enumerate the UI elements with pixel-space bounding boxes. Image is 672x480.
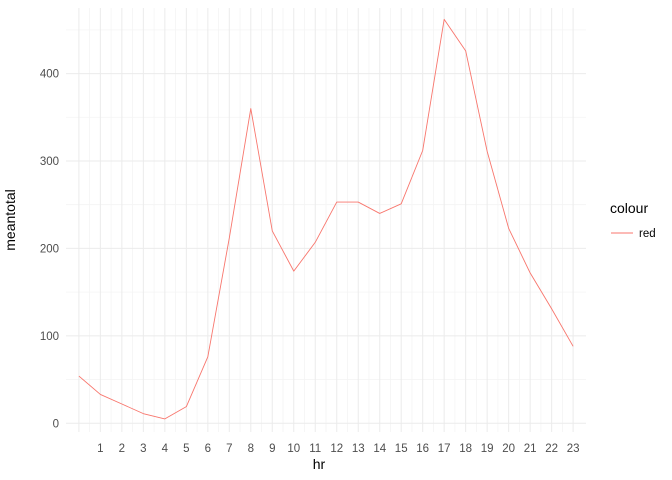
x-tick-label: 10 xyxy=(287,443,300,455)
y-axis-ticks: 0 100 200 300 400 xyxy=(40,69,59,431)
x-tick-label: 4 xyxy=(162,443,169,455)
x-axis-title: hr xyxy=(313,456,326,472)
x-tick-label: 2 xyxy=(119,443,125,455)
x-tick-label: 15 xyxy=(395,443,408,455)
y-tick-label: 400 xyxy=(40,69,59,81)
x-tick-label: 9 xyxy=(269,443,275,455)
grid xyxy=(66,8,586,432)
x-tick-label: 16 xyxy=(416,443,429,455)
y-tick-label: 100 xyxy=(40,331,59,343)
x-tick-label: 13 xyxy=(352,443,365,455)
x-tick-label: 8 xyxy=(248,443,254,455)
x-tick-label: 18 xyxy=(459,443,472,455)
series-line-red xyxy=(78,18,574,420)
x-tick-label: 12 xyxy=(330,443,343,455)
x-tick-label: 5 xyxy=(183,443,189,455)
series-layer xyxy=(78,18,574,420)
x-tick-label: 6 xyxy=(205,443,211,455)
y-tick-label: 0 xyxy=(53,418,59,430)
legend-title: colour xyxy=(610,200,648,216)
x-tick-label: 20 xyxy=(502,443,515,455)
x-tick-label: 3 xyxy=(140,443,146,455)
legend-label-red: red xyxy=(639,228,656,240)
x-tick-label: 14 xyxy=(373,443,386,455)
x-tick-label: 22 xyxy=(545,443,558,455)
x-tick-label: 21 xyxy=(524,443,537,455)
x-tick-label: 7 xyxy=(226,443,232,455)
x-tick-label: 1 xyxy=(97,443,103,455)
y-axis-title: meantotal xyxy=(2,189,18,250)
x-tick-label: 11 xyxy=(309,443,321,455)
x-tick-label: 17 xyxy=(438,443,451,455)
x-axis-ticks: 1 2 3 4 5 6 7 8 9 10 11 12 13 14 15 16 17 18 19 20 21 22 23 xyxy=(97,443,579,455)
y-tick-label: 200 xyxy=(40,243,59,255)
y-tick-label: 300 xyxy=(40,156,59,168)
x-tick-label: 19 xyxy=(481,443,494,455)
legend: colour red xyxy=(610,200,656,240)
x-tick-label: 23 xyxy=(567,443,580,455)
